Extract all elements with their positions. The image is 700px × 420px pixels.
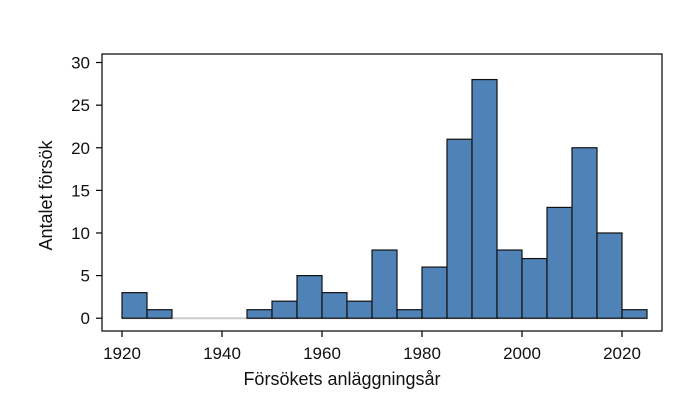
y-tick-label: 0 xyxy=(81,309,90,328)
y-tick-label: 25 xyxy=(71,96,90,115)
histogram-bar xyxy=(421,266,448,319)
histogram-bar xyxy=(271,300,298,319)
plot-frame xyxy=(101,53,663,332)
histogram-bar xyxy=(296,275,323,319)
histogram-bar xyxy=(121,292,148,319)
histogram-bar xyxy=(371,249,398,319)
histogram-bar xyxy=(496,249,523,319)
x-tick-label: 1920 xyxy=(103,344,141,363)
histogram-bar xyxy=(471,78,498,319)
x-tick-label: 2000 xyxy=(503,344,541,363)
histogram-bar xyxy=(146,309,173,319)
y-tick-label: 30 xyxy=(71,54,90,73)
y-tick-label: 5 xyxy=(81,267,90,286)
y-tick-label: 10 xyxy=(71,224,90,243)
histogram-bar xyxy=(596,232,623,319)
histogram-bar xyxy=(546,206,573,319)
y-axis-title: Antalet försök xyxy=(36,139,56,250)
y-tick-label: 20 xyxy=(71,139,90,158)
x-tick-label: 1980 xyxy=(403,344,441,363)
histogram-bar xyxy=(446,138,473,319)
histogram-bar xyxy=(521,257,548,319)
x-axis-title: Försökets anläggningsår xyxy=(243,369,440,389)
histogram-bar xyxy=(346,300,373,319)
histogram-bar xyxy=(321,292,348,319)
histogram-bar xyxy=(621,309,648,319)
x-tick-label: 2020 xyxy=(603,344,641,363)
x-tick-label: 1960 xyxy=(303,344,341,363)
x-tick-label: 1940 xyxy=(203,344,241,363)
histogram-bar xyxy=(571,147,598,319)
histogram-bar xyxy=(246,309,273,319)
y-tick-label: 15 xyxy=(71,181,90,200)
histogram-bar xyxy=(396,309,423,319)
